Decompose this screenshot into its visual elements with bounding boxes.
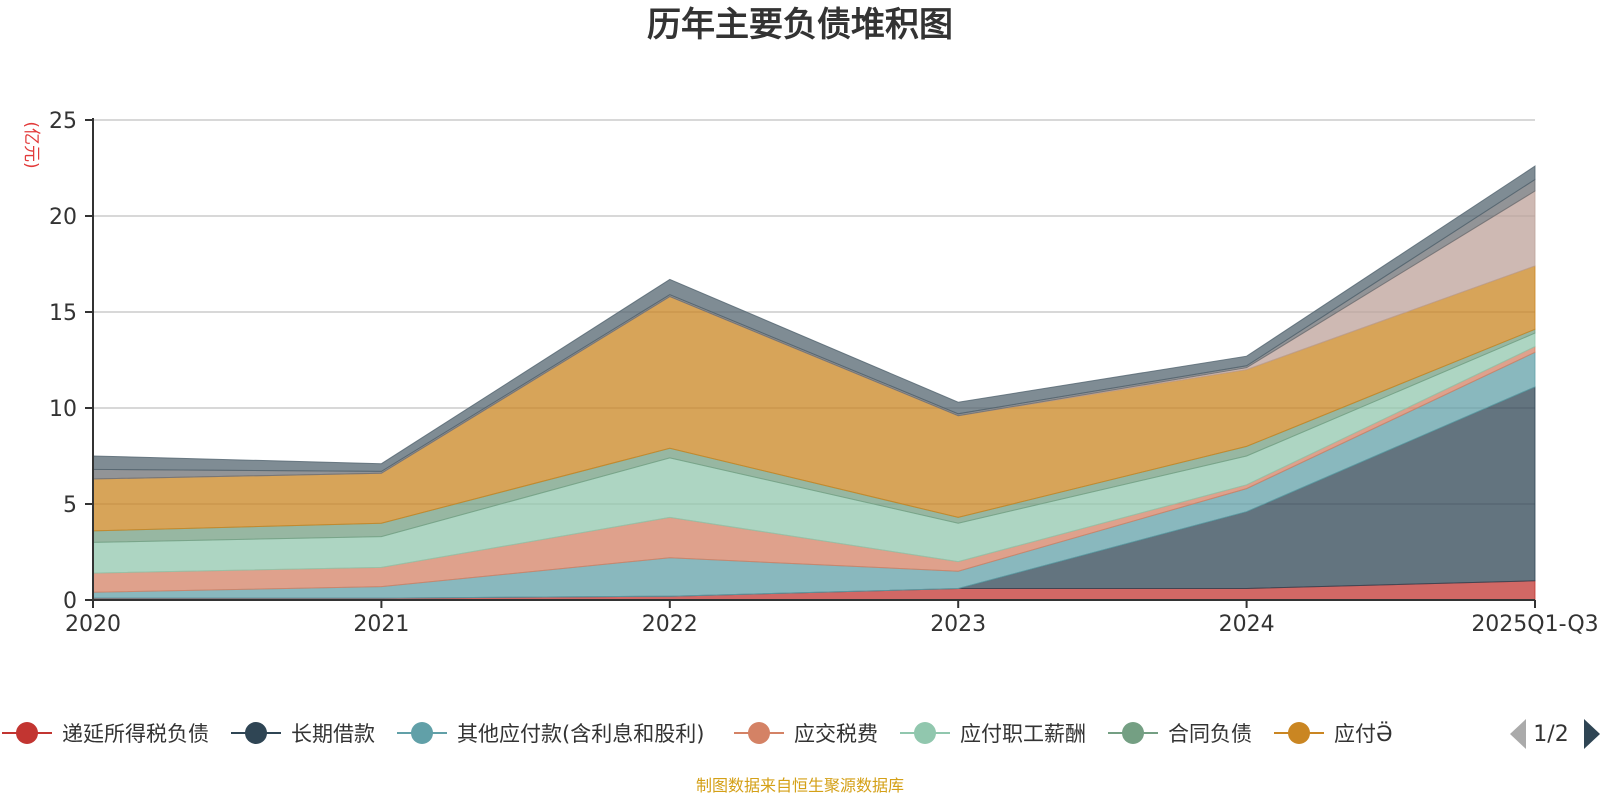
legend-item-2[interactable]: 长期借款 bbox=[231, 722, 375, 746]
legend-marker-icon bbox=[914, 722, 936, 744]
legend-label: 其他应付款(含利息和股利) bbox=[457, 722, 704, 746]
area-series-group bbox=[92, 165, 1536, 601]
x-axis-tick-labels: 2020 2021 2022 2023 2024 2025Q1-Q3 bbox=[65, 612, 1599, 637]
legend-item-6[interactable]: 合同负债 bbox=[1108, 722, 1252, 746]
legend-marker-icon bbox=[748, 722, 770, 744]
y-tick-label: 0 bbox=[63, 589, 77, 614]
y-tick-label: 15 bbox=[49, 301, 77, 326]
axes bbox=[85, 118, 1536, 608]
legend-page-indicator: 1/2 bbox=[1533, 722, 1568, 747]
x-tick-label: 2022 bbox=[642, 612, 698, 637]
legend-item-1[interactable]: 递延所得税负债 bbox=[2, 722, 209, 746]
legend-marker-icon bbox=[1122, 722, 1144, 744]
legend-next-page-icon[interactable] bbox=[1584, 719, 1600, 749]
legend-label: 长期借款 bbox=[291, 722, 375, 746]
legend-marker-icon bbox=[411, 722, 433, 744]
x-tick-label: 2023 bbox=[930, 612, 986, 637]
y-tick-label: 10 bbox=[49, 397, 77, 422]
y-axis-tick-labels: 0 5 10 15 20 25 bbox=[49, 109, 77, 614]
data-source-note: 制图数据来自恒生聚源数据库 bbox=[696, 776, 904, 795]
x-tick-label: 2021 bbox=[353, 612, 409, 637]
legend-prev-page-icon[interactable] bbox=[1510, 719, 1526, 749]
legend-item-4[interactable]: 应交税费 bbox=[734, 722, 878, 746]
legend-pager: 1/2 bbox=[1510, 719, 1600, 749]
y-tick-label: 5 bbox=[63, 493, 77, 518]
x-tick-label: 2025Q1-Q3 bbox=[1471, 612, 1598, 637]
legend-label: 应付职工薪酬 bbox=[960, 722, 1086, 746]
legend-item-7[interactable]: 应付Ӛ bbox=[1274, 721, 1393, 746]
y-axis-unit: (亿元) bbox=[21, 121, 41, 168]
legend-label: 合同负债 bbox=[1168, 722, 1252, 746]
legend-marker-icon bbox=[16, 722, 38, 744]
legend-marker-icon bbox=[1288, 722, 1310, 744]
legend-item-3[interactable]: 其他应付款(含利息和股利) bbox=[397, 722, 704, 746]
chart-title: 历年主要负债堆积图 bbox=[647, 5, 953, 45]
legend-label: 递延所得税负债 bbox=[62, 722, 209, 746]
legend-marker-icon bbox=[245, 722, 267, 744]
legend[interactable]: 递延所得税负债 长期借款 其他应付款(含利息和股利) 应交税费 应付职工薪酬 合同负债 应付… bbox=[2, 721, 1393, 746]
y-tick-label: 25 bbox=[49, 109, 77, 134]
x-tick-label: 2024 bbox=[1219, 612, 1275, 637]
area-series-10[interactable] bbox=[92, 165, 1536, 472]
legend-item-5[interactable]: 应付职工薪酬 bbox=[900, 722, 1086, 746]
legend-label: 应付Ӛ bbox=[1334, 721, 1393, 746]
x-tick-label: 2020 bbox=[65, 612, 121, 637]
y-tick-label: 20 bbox=[49, 205, 77, 230]
legend-label: 应交税费 bbox=[794, 722, 878, 746]
